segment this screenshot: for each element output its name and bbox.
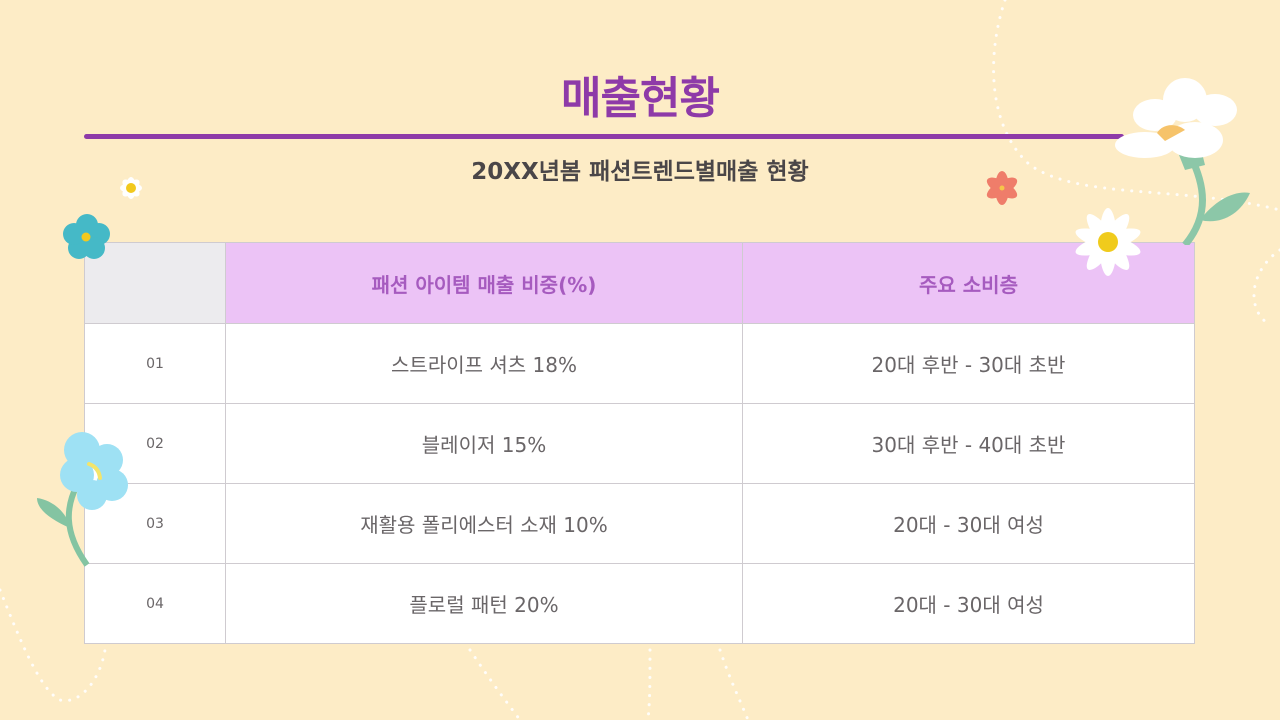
row-item: 플로럴 패턴 20% — [225, 563, 743, 644]
table-header-row: 패션 아이템 매출 비중(%) 주요 소비층 — [84, 242, 1195, 324]
row-number: 03 — [84, 483, 226, 564]
table-row: 03 재활용 폴리에스터 소재 10% 20대 - 30대 여성 — [84, 483, 1195, 564]
header-item-share: 패션 아이템 매출 비중(%) — [225, 242, 743, 324]
row-number: 04 — [84, 563, 226, 644]
table-row: 04 플로럴 패턴 20% 20대 - 30대 여성 — [84, 563, 1195, 644]
title-underline — [84, 134, 1124, 139]
row-number: 01 — [84, 323, 226, 404]
page-title: 매출현황 — [561, 73, 720, 124]
row-consumer: 20대 - 30대 여성 — [742, 483, 1195, 564]
header-corner-cell — [84, 242, 226, 324]
row-number: 02 — [84, 403, 226, 484]
row-item: 블레이저 15% — [225, 403, 743, 484]
sales-table: 패션 아이템 매출 비중(%) 주요 소비층 01 스트라이프 셔츠 18% 2… — [84, 242, 1195, 644]
table-row: 02 블레이저 15% 30대 후반 - 40대 초반 — [84, 403, 1195, 484]
table-row: 01 스트라이프 셔츠 18% 20대 후반 - 30대 초반 — [84, 323, 1195, 404]
header-main-consumers: 주요 소비층 — [742, 242, 1195, 324]
page-subtitle: 20XX년봄 패션트렌드별매출 현황 — [471, 159, 809, 185]
row-consumer: 20대 후반 - 30대 초반 — [742, 323, 1195, 404]
row-consumer: 30대 후반 - 40대 초반 — [742, 403, 1195, 484]
row-item: 스트라이프 셔츠 18% — [225, 323, 743, 404]
row-item: 재활용 폴리에스터 소재 10% — [225, 483, 743, 564]
row-consumer: 20대 - 30대 여성 — [742, 563, 1195, 644]
